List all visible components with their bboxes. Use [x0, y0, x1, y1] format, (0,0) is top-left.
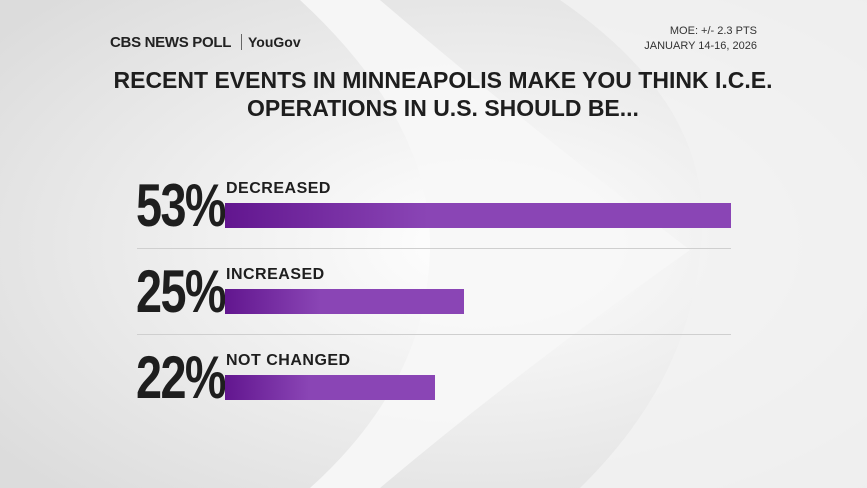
moe: MOE: +/- 2.3 PTS [669, 25, 757, 37]
category-label: INCREASED [226, 266, 325, 283]
category-label: NOT CHANGED [226, 352, 351, 369]
bar [225, 375, 436, 400]
dates: JANUARY 14-16, 2026 [644, 40, 757, 52]
separator [137, 334, 731, 335]
value-label: 25% [136, 258, 227, 325]
bar [225, 289, 464, 314]
value-label: 22% [136, 344, 227, 411]
value-label: 53% [136, 172, 227, 239]
separator [137, 248, 731, 249]
brand: CBS NEWS POLL [110, 34, 232, 51]
category-label: DECREASED [226, 180, 331, 197]
chart-title: RECENT EVENTS IN MINNEAPOLIS MAKE YOU TH… [113, 67, 773, 121]
bar [225, 203, 732, 228]
partner: YouGov [241, 34, 301, 50]
